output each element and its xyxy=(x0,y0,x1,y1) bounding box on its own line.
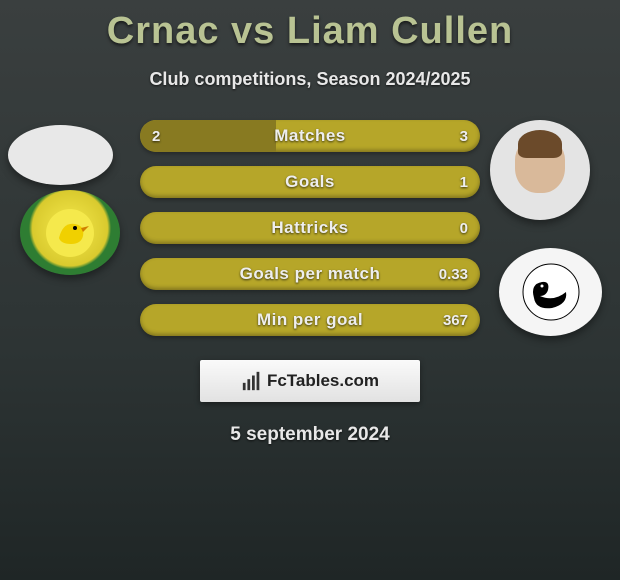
stat-label: Goals xyxy=(140,166,480,198)
stat-bar: Goals per match0.33 xyxy=(140,258,480,290)
player1-avatar xyxy=(8,125,113,185)
stat-label: Hattricks xyxy=(140,212,480,244)
stat-bar: 2Matches3 xyxy=(140,120,480,152)
stat-bar: Min per goal367 xyxy=(140,304,480,336)
stat-value-right: 1 xyxy=(460,166,468,198)
stat-value-right: 367 xyxy=(443,304,468,336)
brand-text: FcTables.com xyxy=(267,371,379,391)
brand-badge[interactable]: FcTables.com xyxy=(200,360,420,402)
subtitle: Club competitions, Season 2024/2025 xyxy=(0,69,620,90)
page-title: Crnac vs Liam Cullen xyxy=(0,0,620,53)
canary-icon xyxy=(45,208,95,258)
stat-bar: Goals1 xyxy=(140,166,480,198)
player1-club-badge xyxy=(20,190,120,275)
stats-bars: 2Matches3 Goals1 Hattricks0 Goals per match… xyxy=(140,120,480,350)
player2-avatar xyxy=(490,120,590,220)
comparison-panel: 2Matches3 Goals1 Hattricks0 Goals per match… xyxy=(0,120,620,350)
stat-label: Min per goal xyxy=(140,304,480,336)
swan-icon xyxy=(516,262,586,322)
stat-label: Goals per match xyxy=(140,258,480,290)
stat-bar: Hattricks0 xyxy=(140,212,480,244)
stat-label: Matches xyxy=(140,120,480,152)
stat-value-right: 3 xyxy=(460,120,468,152)
chart-icon xyxy=(241,370,263,392)
stat-value-right: 0.33 xyxy=(439,258,468,290)
player2-club-badge xyxy=(499,248,602,336)
stat-value-right: 0 xyxy=(460,212,468,244)
date-text: 5 september 2024 xyxy=(0,424,620,446)
